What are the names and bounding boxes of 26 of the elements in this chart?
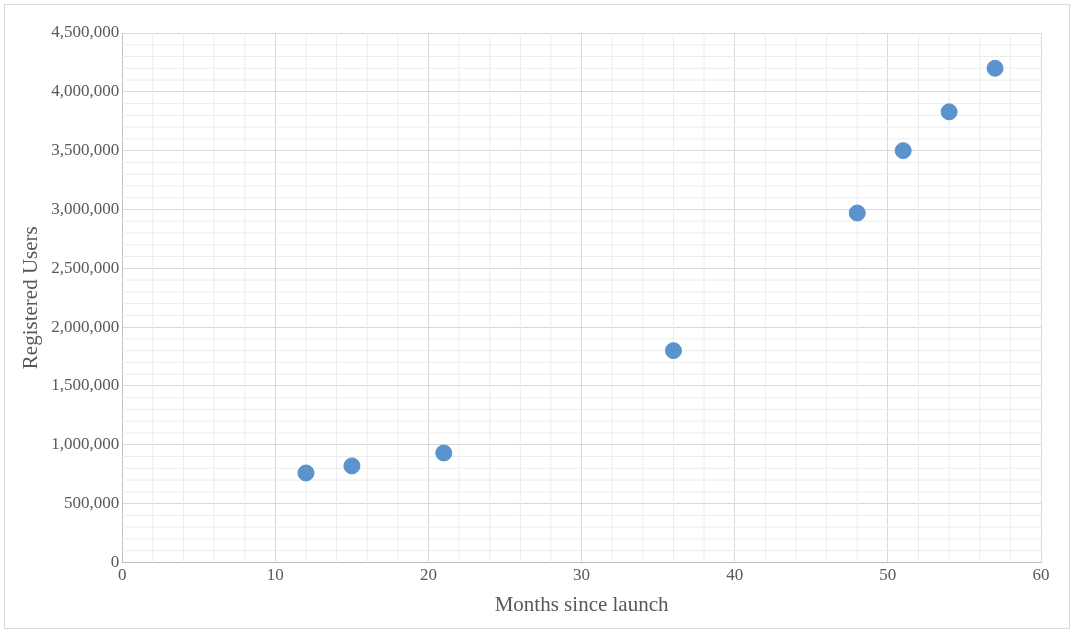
point [894, 142, 912, 160]
y-tick-label: 500,000 [63, 493, 120, 513]
point [297, 464, 315, 482]
y-tick-label: 1,000,000 [51, 434, 120, 454]
x-tick-label: 60 [1032, 565, 1050, 585]
x-tick-label: 10 [266, 565, 284, 585]
x-tick-label: 40 [726, 565, 744, 585]
x-axis-title: Months since launch [494, 591, 669, 616]
y-tick-label: 2,500,000 [51, 257, 120, 277]
point [848, 204, 866, 222]
y-tick-label: 1,500,000 [51, 375, 120, 395]
y-axis-title: Registered Users [18, 226, 43, 370]
point [940, 103, 958, 121]
x-tick-label: 20 [419, 565, 437, 585]
point [343, 457, 361, 475]
x-tick-label: 30 [573, 565, 591, 585]
y-tick-label: 3,500,000 [51, 140, 120, 160]
y-tick-label: 2,000,000 [51, 316, 120, 336]
y-tick-label: 4,000,000 [51, 81, 120, 101]
point [664, 342, 682, 360]
y-tick-label: 0 [110, 551, 120, 571]
x-tick-label: 50 [879, 565, 897, 585]
point [986, 59, 1004, 77]
point [435, 444, 453, 462]
y-tick-label: 3,000,000 [51, 198, 120, 218]
y-tick-label: 4,500,000 [51, 22, 120, 42]
